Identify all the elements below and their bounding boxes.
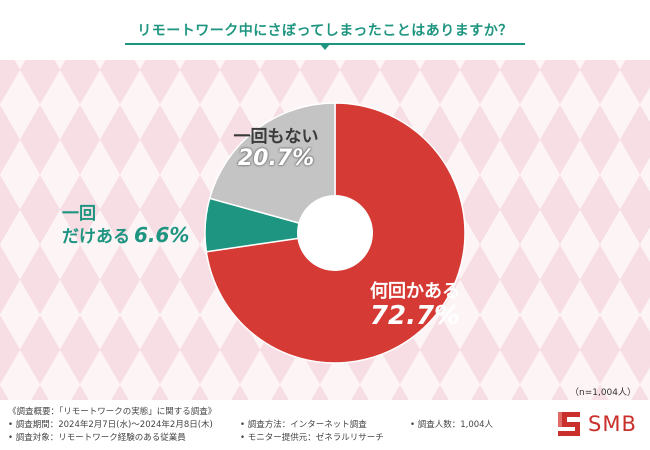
smb-logo-icon — [558, 412, 580, 436]
label-many-name: 何回かある — [370, 281, 460, 302]
title-area: リモートワーク中にさぼってしまったことはありますか？ — [0, 0, 650, 60]
chart-area: 一回もない 20.7% 一回 だけある 6.6% 何回かある 72.7% — [0, 60, 650, 400]
label-many: 何回かある 72.7% — [360, 282, 470, 330]
label-many-value: 72.7% — [369, 300, 461, 331]
pie-slice-2 — [208, 102, 336, 234]
donut-chart — [204, 102, 466, 364]
label-once: 一回 だけある 6.6% — [62, 205, 189, 246]
footer-provider: • モニター提供元：ゼネラルリサーチ — [240, 433, 384, 443]
donut-hole — [297, 195, 373, 271]
label-once-line1: 一回 — [62, 204, 96, 224]
smb-logo: SMB — [556, 408, 638, 440]
footer — [0, 400, 650, 450]
label-none-name: 一回もない — [233, 127, 319, 147]
footer-overview: 《調査概要：「リモートワークの実態」に関する調査》 — [8, 407, 217, 417]
sample-size: （n=1,004人） — [569, 388, 636, 398]
chart-title: リモートワーク中にさぼってしまったことはありますか？ — [137, 23, 513, 39]
label-none-value: 20.7% — [237, 145, 315, 171]
footer-count: • 調査人数：1,004人 — [410, 420, 494, 430]
label-none: 一回もない 20.7% — [226, 128, 326, 171]
title-pointer-icon — [320, 44, 330, 50]
label-once-line2: だけある — [62, 226, 130, 247]
label-once-value: 6.6% — [134, 222, 190, 247]
footer-method: • 調査方法：インターネット調査 — [240, 420, 367, 430]
footer-target: • 調査対象：リモートワーク経験のある従業員 — [8, 433, 186, 443]
footer-period: • 調査期間：2024年2月7日(水)～2024年2月8日(木) — [8, 420, 213, 430]
smb-logo-text: SMB — [588, 412, 637, 436]
